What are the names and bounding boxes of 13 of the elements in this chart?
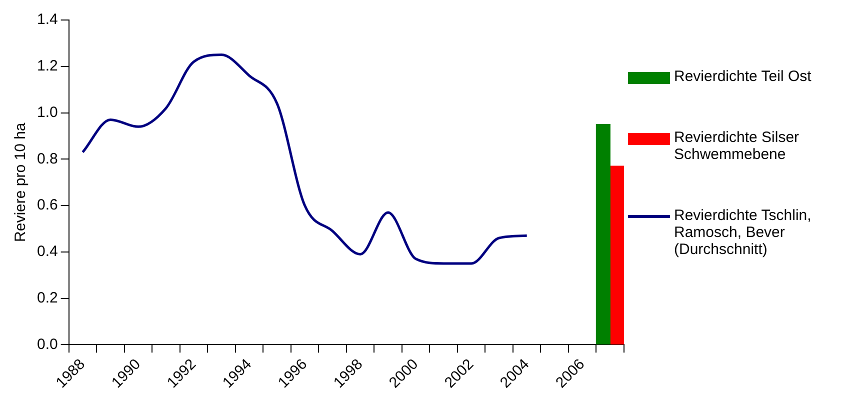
y-tick-label: 0.8 [36, 150, 58, 168]
y-tick-label: 0.4 [36, 243, 58, 260]
legend-label: Revierdichte Teil Ost [674, 68, 812, 85]
y-tick-label: 0.0 [36, 336, 58, 353]
y-tick-label: 1.0 [36, 104, 58, 121]
y-tick-label: 0.6 [36, 196, 58, 214]
y-tick-label: 1.4 [36, 11, 58, 28]
y-axis-title: Reviere pro 10 ha [12, 122, 30, 242]
y-tick-label: 0.2 [36, 289, 58, 306]
line-series [81, 54, 528, 265]
legend-label: Revierdichte Tschlin, Ramosch, Bever (Durchschnitt) [674, 207, 812, 258]
legend-label: Revierdichte Silser Schwemmebene [674, 129, 800, 163]
y-tick-label: 1.2 [36, 58, 58, 75]
